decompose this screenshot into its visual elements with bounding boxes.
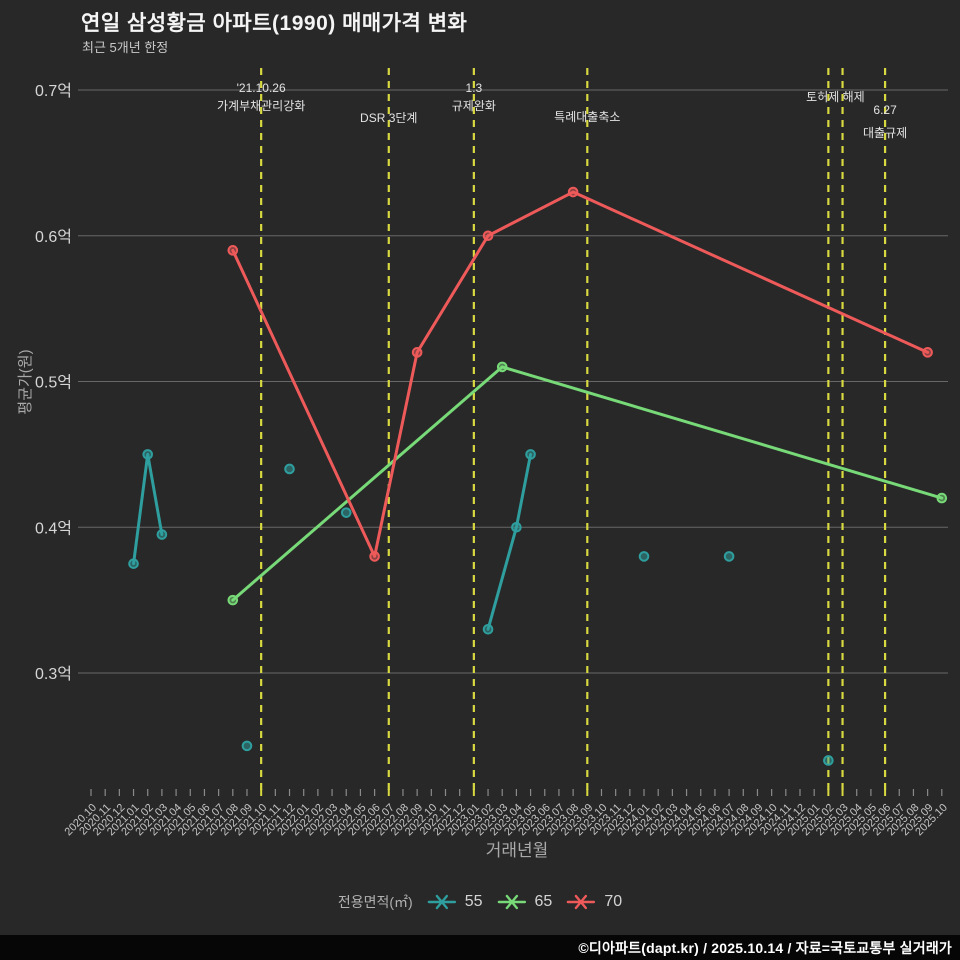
series-70: [227, 186, 933, 562]
y-tick-label: 0.3억: [35, 665, 72, 683]
legend-marker-icon: [567, 894, 596, 910]
series-line-55: [132, 452, 164, 566]
legend-item-label: 65: [534, 893, 553, 910]
data-point-70: [369, 551, 380, 562]
chart-title: 연일 삼성황금 아파트(1990) 매매가격 변화: [81, 12, 468, 35]
y-axis-title: 평균가(원): [17, 349, 34, 414]
y-tick-label: 0.6억: [35, 228, 72, 246]
data-point-55: [638, 551, 650, 562]
event-label: 특례대출축소: [554, 110, 620, 124]
event-label: 토허제 해제: [806, 90, 865, 104]
y-tick-label: 0.5억: [35, 374, 72, 392]
event-label: 6.27: [873, 103, 897, 117]
y-tick-label: 0.7억: [35, 82, 72, 100]
legend-marker-line: [435, 894, 448, 910]
data-point-65: [496, 361, 508, 373]
data-point-55: [128, 558, 139, 569]
legend-marker-icon: [427, 894, 456, 910]
data-point-55: [511, 521, 522, 533]
data-point-65: [936, 492, 948, 504]
legend-item-55[interactable]: 55: [427, 893, 483, 911]
data-point-55: [284, 463, 295, 475]
gridlines: [78, 89, 948, 674]
data-point-55: [241, 740, 253, 752]
legend-item-label: 70: [604, 893, 623, 910]
series-line-70: [231, 190, 930, 558]
data-point-55: [156, 529, 168, 540]
data-point-65: [227, 594, 239, 606]
chart-subtitle: 최근 5개년 한정: [82, 40, 169, 55]
y-tick-label: 0.4억: [35, 519, 72, 537]
series-55: [128, 449, 834, 766]
data-point-55: [482, 623, 494, 635]
data-point-70: [482, 230, 494, 242]
legend-title: 전용면적(㎡): [337, 894, 413, 910]
legend-item-70[interactable]: 70: [566, 893, 622, 911]
data-point-70: [567, 186, 579, 198]
data-point-55: [142, 449, 154, 460]
event-label: 규제완화: [452, 99, 496, 113]
x-axis-title: 거래년월: [486, 841, 549, 860]
event-label: 1.3: [466, 81, 483, 95]
data-point-55: [525, 449, 536, 460]
data-point-55: [723, 551, 735, 562]
legend-marker-line: [575, 894, 588, 910]
event-label: DSR 3단계: [360, 111, 417, 125]
legend: 전용면적(㎡) 55 65 70: [338, 892, 622, 912]
series-line-55: [486, 452, 533, 631]
series: [128, 186, 948, 766]
event-label: 대출규제: [863, 126, 907, 140]
series-65: [227, 361, 948, 606]
data-point-70: [227, 245, 239, 256]
event-label: '21.10.26: [237, 81, 286, 95]
y-axis: 0.3억 0.4억 0.5억 0.6억 0.7억: [35, 82, 72, 683]
event-label: 가계부채관리강화: [217, 99, 305, 113]
x-axis: 2020.102020.112020.122021.012021.022021.…: [63, 789, 950, 838]
legend-item-65[interactable]: 65: [497, 893, 553, 911]
data-point-55: [823, 755, 834, 766]
data-point-70: [411, 347, 423, 358]
footer-bar: ©디아파트(dapt.kr) / 2025.10.14 / 자료=국토교통부 실…: [0, 935, 960, 960]
legend-marker-line: [505, 894, 518, 910]
data-point-55: [340, 507, 352, 518]
data-point-70: [922, 347, 933, 358]
footer-credit: ©디아파트(dapt.kr) / 2025.10.14 / 자료=국토교통부 실…: [578, 939, 952, 956]
legend-marker-icon: [497, 894, 526, 910]
legend-item-label: 55: [464, 893, 483, 910]
